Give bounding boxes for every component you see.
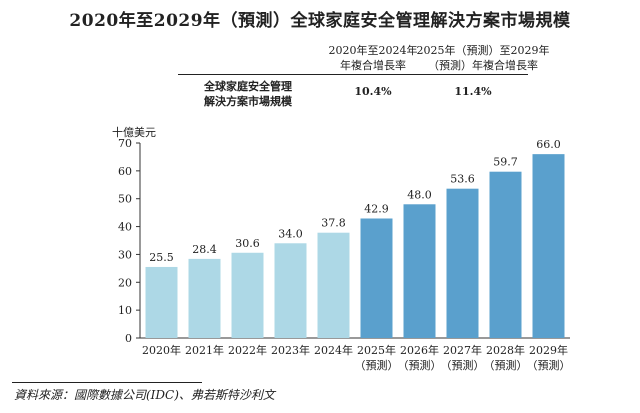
bar-value-label: 59.7 bbox=[493, 156, 518, 169]
y-tick-label: 0 bbox=[125, 332, 132, 345]
bar bbox=[274, 243, 307, 338]
x-tick-label: （預測） bbox=[398, 358, 442, 372]
x-tick-label: 2024年 bbox=[314, 343, 353, 357]
y-tick-label: 30 bbox=[118, 248, 132, 261]
bar bbox=[446, 188, 479, 338]
cagr-row-label: 全球家庭安全管理 解決方案市場規模 bbox=[178, 79, 318, 109]
bar-value-label: 66.0 bbox=[536, 138, 561, 151]
bar bbox=[188, 258, 221, 338]
bar-value-label: 42.9 bbox=[364, 202, 389, 215]
bar-value-label: 34.0 bbox=[278, 227, 303, 240]
x-tick-label: 2025年 bbox=[357, 343, 396, 357]
x-tick-label: （預測） bbox=[355, 358, 399, 372]
source-note: 資料來源：國際數據公司(IDC)、弗若斯特沙利文 bbox=[14, 388, 275, 402]
cagr-header-forecast-line1: 2025年（預測）至2029年 bbox=[416, 44, 550, 57]
bar-value-label: 53.6 bbox=[450, 173, 475, 186]
x-tick-label: 2027年 bbox=[443, 343, 482, 357]
bar-value-label: 30.6 bbox=[235, 237, 260, 250]
x-tick-label: 2021年 bbox=[185, 343, 224, 357]
x-tick-label: 2023年 bbox=[271, 343, 310, 357]
cagr-header-forecast: 2025年（預測）至2029年 （預測）年複合增長率 bbox=[408, 43, 558, 73]
cagr-header-historical: 2020年至2024年 年複合增長率 bbox=[318, 43, 428, 73]
cagr-header-forecast-line2: （預測）年複合增長率 bbox=[428, 59, 538, 72]
bar-value-label: 28.4 bbox=[192, 243, 217, 256]
x-tick-label: 2020年 bbox=[142, 343, 181, 357]
bar bbox=[403, 204, 436, 338]
chart-title: 2020年至2029年（預測）全球家庭安全管理解決方案市場規模 bbox=[69, 11, 571, 31]
bar bbox=[231, 252, 264, 338]
x-tick-label: 2022年 bbox=[228, 343, 267, 357]
source-divider bbox=[12, 382, 202, 383]
y-tick-label: 50 bbox=[118, 193, 132, 206]
x-tick-label: 2028年 bbox=[486, 343, 525, 357]
bar bbox=[489, 171, 522, 338]
y-tick-label: 40 bbox=[118, 221, 132, 234]
x-tick-label: （預測） bbox=[527, 358, 571, 372]
bar bbox=[532, 154, 565, 338]
y-tick-label: 10 bbox=[118, 304, 132, 317]
y-axis-unit-label: 十億美元 bbox=[112, 126, 156, 139]
x-tick-label: （預測） bbox=[484, 358, 528, 372]
bar-value-label: 25.5 bbox=[149, 251, 174, 264]
cagr-header-historical-line1: 2020年至2024年 bbox=[328, 44, 418, 57]
cagr-value-historical: 10.4% bbox=[354, 85, 392, 98]
x-tick-label: 2029年 bbox=[529, 343, 568, 357]
bar-value-label: 48.0 bbox=[407, 188, 432, 201]
y-tick-label: 60 bbox=[118, 165, 132, 178]
cagr-value-forecast: 11.4% bbox=[454, 85, 492, 98]
cagr-header-historical-line2: 年複合增長率 bbox=[340, 59, 406, 72]
x-tick-label: 2026年 bbox=[400, 343, 439, 357]
x-tick-label: （預測） bbox=[441, 358, 485, 372]
y-tick-label: 70 bbox=[118, 137, 132, 150]
bar bbox=[145, 266, 178, 338]
cagr-row-label-line2: 解決方案市場規模 bbox=[204, 95, 292, 108]
cagr-table-divider bbox=[178, 74, 528, 75]
bar bbox=[360, 218, 393, 338]
bar-value-label: 37.8 bbox=[321, 217, 346, 230]
y-tick-label: 20 bbox=[118, 276, 132, 289]
bar bbox=[317, 232, 350, 338]
cagr-row-label-line1: 全球家庭安全管理 bbox=[204, 80, 292, 93]
